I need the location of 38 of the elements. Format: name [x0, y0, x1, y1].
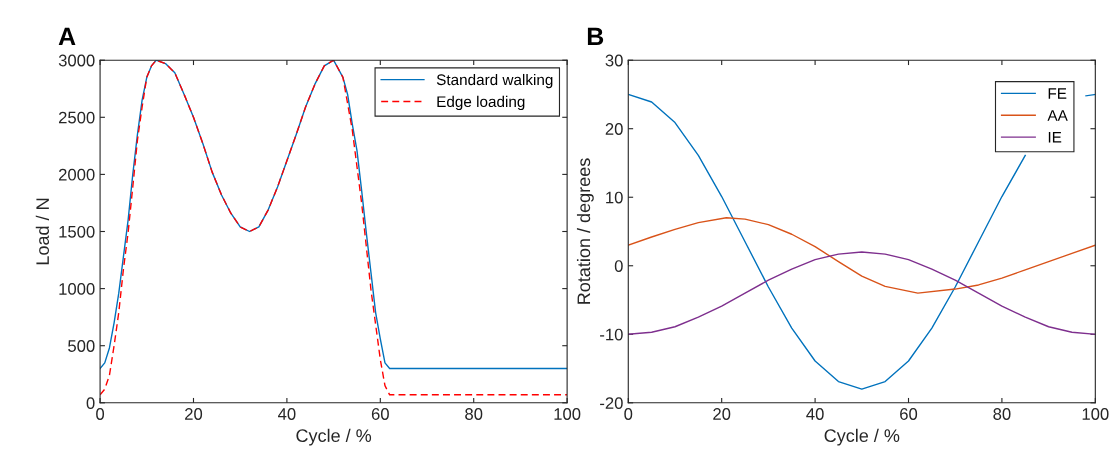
x-tick-label: 40 — [278, 408, 296, 420]
x-tick-label: 80 — [993, 408, 1011, 420]
y-tick-label: 0 — [614, 260, 623, 272]
x-tick-label: 0 — [96, 408, 105, 420]
x-tick-label: 20 — [185, 408, 203, 420]
legend-label: AA — [1047, 110, 1068, 121]
x-tick-label: 40 — [806, 408, 824, 420]
y-tick-label: -20 — [600, 397, 623, 410]
x-axis-title: Cycle / % — [824, 428, 900, 446]
y-tick-label: 0 — [86, 397, 95, 410]
y-axis-title: Load / N — [35, 198, 50, 265]
x-tick-label: 100 — [1082, 408, 1109, 420]
y-tick-label: 20 — [605, 123, 623, 135]
y-tick-label: 1500 — [59, 225, 95, 238]
y-tick-label: 30 — [605, 54, 623, 67]
line-series — [628, 251, 1096, 335]
x-tick-label: 60 — [371, 408, 389, 420]
y-tick-label: -10 — [600, 328, 623, 341]
x-tick-label: 60 — [900, 408, 918, 420]
legend-label: Standard walking — [436, 73, 553, 89]
y-tick-label: 3000 — [58, 54, 95, 67]
y-tick-label: 500 — [68, 340, 95, 352]
x-tick-label: 0 — [624, 408, 633, 420]
legend-label: Edge loading — [437, 95, 525, 111]
x-tick-label: 80 — [465, 408, 483, 420]
y-tick-label: 2500 — [58, 111, 95, 124]
legend-label: IE — [1048, 132, 1062, 143]
y-tick-label: 1000 — [59, 283, 95, 295]
x-tick-label: 100 — [554, 408, 581, 420]
y-axis-title: Rotation / degrees — [576, 158, 594, 304]
y-tick-label: 10 — [606, 191, 623, 204]
legend-label: FE — [1048, 88, 1067, 99]
x-tick-label: 20 — [713, 408, 731, 420]
x-axis-title: Cycle / % — [296, 428, 372, 446]
chart-title: B — [587, 27, 604, 45]
line-series — [628, 217, 1096, 294]
y-tick-label: 2000 — [58, 168, 95, 181]
chart-title: A — [58, 27, 76, 45]
